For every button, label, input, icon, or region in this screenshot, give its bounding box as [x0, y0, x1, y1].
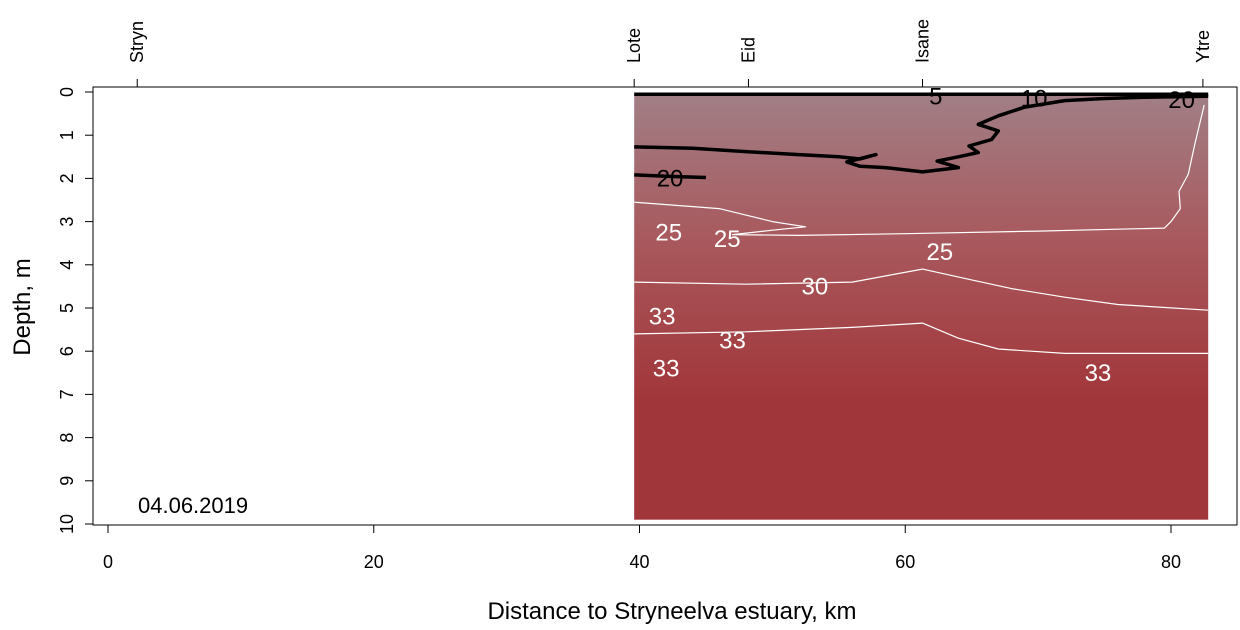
y-tick-label-0: 0	[57, 87, 77, 97]
contour-label-20-0: 20	[657, 165, 684, 192]
x-tick-label-60: 60	[895, 552, 915, 572]
contour-label-33-3: 33	[1085, 360, 1112, 387]
x-tick-label-80: 80	[1161, 552, 1181, 572]
y-tick-label-4: 4	[57, 260, 77, 270]
station-label-lote: Lote	[624, 28, 644, 63]
contour-label-30-0: 30	[802, 273, 829, 300]
y-tick-label-9: 9	[57, 476, 77, 486]
contour-label-33-2: 33	[653, 355, 680, 382]
contour-25	[634, 104, 1205, 236]
station-axis: Stryn Lote Eid Isane Ytre	[127, 19, 1213, 87]
y-tick-label-2: 2	[57, 173, 77, 183]
plot-area: 5 10 20 20 25 25 25 30 33 33 33 33	[92, 83, 1238, 526]
contour-label-33-0: 33	[649, 304, 676, 331]
contour-20	[634, 173, 706, 180]
y-tick-label-3: 3	[57, 217, 77, 227]
station-label-isane: Isane	[913, 19, 933, 63]
contour-label-33-1: 33	[719, 327, 746, 354]
station-label-stryn: Stryn	[127, 21, 147, 63]
contour-label-10-0: 10	[1021, 85, 1048, 112]
y-tick-label-1: 1	[57, 130, 77, 140]
contour-label-25-0: 25	[655, 219, 682, 246]
date-label: 04.06.2019	[138, 493, 248, 518]
x-axis-title: Distance to Stryneelva estuary, km	[487, 598, 856, 625]
station-label-eid: Eid	[738, 37, 758, 63]
y-tick-label-5: 5	[57, 303, 77, 313]
salinity-field	[634, 94, 1209, 520]
x-tick-label-20: 20	[364, 552, 384, 572]
y-tick-label-10: 10	[57, 514, 77, 534]
contour-label-25-2: 25	[926, 239, 953, 266]
contour-10	[634, 94, 1209, 174]
x-tick-label-0: 0	[103, 552, 113, 572]
station-label-ytre: Ytre	[1193, 30, 1213, 63]
y-tick-label-6: 6	[57, 346, 77, 356]
x-tick-label-40: 40	[629, 552, 649, 572]
contour-label-20-1: 20	[1168, 87, 1195, 114]
y-tick-label-8: 8	[57, 433, 77, 443]
contour-labels: 5 10 20 20 25 25 25 30 33 33 33 33	[649, 83, 1195, 386]
contour-label-25-1: 25	[714, 226, 741, 253]
contour-lines	[634, 92, 1209, 354]
y-tick-label-7: 7	[57, 389, 77, 399]
y-axis-title: Depth, m	[9, 258, 36, 355]
x-axis: 0 20 40 60 80	[103, 524, 1181, 572]
contour-label-5-0: 5	[929, 83, 942, 110]
contour-30	[634, 268, 1209, 311]
contour-33	[634, 322, 1209, 354]
y-axis: 0 1 2 3 4 5 6 7 8 9 10	[57, 87, 94, 534]
